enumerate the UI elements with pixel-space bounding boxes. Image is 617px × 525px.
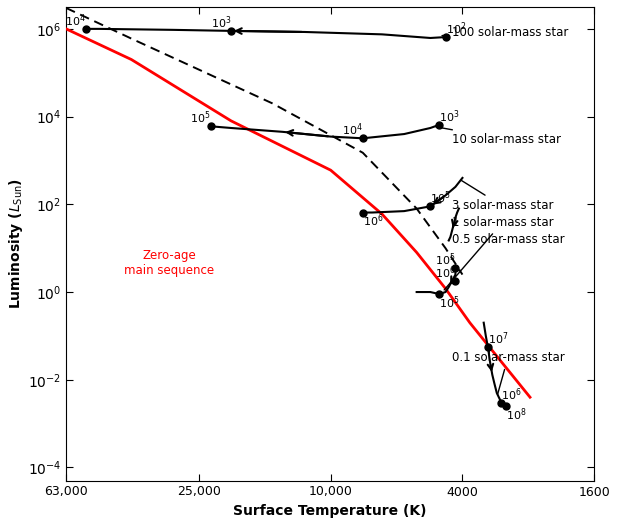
Text: $10^6$: $10^6$ bbox=[363, 213, 383, 229]
Text: $10^5$: $10^5$ bbox=[439, 294, 460, 311]
Text: $10^2$: $10^2$ bbox=[445, 20, 466, 37]
Text: $10^5$: $10^5$ bbox=[191, 110, 211, 127]
Y-axis label: Luminosity ($L_\mathrm{Sun}$): Luminosity ($L_\mathrm{Sun}$) bbox=[7, 178, 25, 309]
X-axis label: Surface Temperature (K): Surface Temperature (K) bbox=[233, 504, 427, 518]
Text: 100 solar-mass star: 100 solar-mass star bbox=[442, 26, 568, 39]
Text: 10 solar-mass star: 10 solar-mass star bbox=[436, 127, 561, 146]
Text: $10^8$: $10^8$ bbox=[506, 406, 527, 423]
Text: Zero-age
main sequence: Zero-age main sequence bbox=[124, 249, 214, 277]
Text: $10^4$: $10^4$ bbox=[65, 12, 86, 29]
Text: $10^6$: $10^6$ bbox=[502, 386, 522, 403]
Text: $10^5$: $10^5$ bbox=[435, 251, 455, 268]
Text: 0.5 solar-mass star: 0.5 solar-mass star bbox=[449, 233, 564, 246]
Text: $10^3$: $10^3$ bbox=[439, 108, 460, 125]
Text: $10^4$: $10^4$ bbox=[342, 122, 363, 138]
Text: $10^5$: $10^5$ bbox=[431, 190, 451, 206]
Text: $10^7$: $10^7$ bbox=[488, 331, 508, 347]
Text: $10^6$: $10^6$ bbox=[435, 264, 455, 281]
Text: $10^3$: $10^3$ bbox=[210, 14, 231, 31]
Text: 1 solar-mass star: 1 solar-mass star bbox=[444, 216, 553, 290]
Text: 3 solar-mass star: 3 solar-mass star bbox=[452, 181, 553, 213]
Text: 0.1 solar-mass star: 0.1 solar-mass star bbox=[452, 351, 565, 394]
